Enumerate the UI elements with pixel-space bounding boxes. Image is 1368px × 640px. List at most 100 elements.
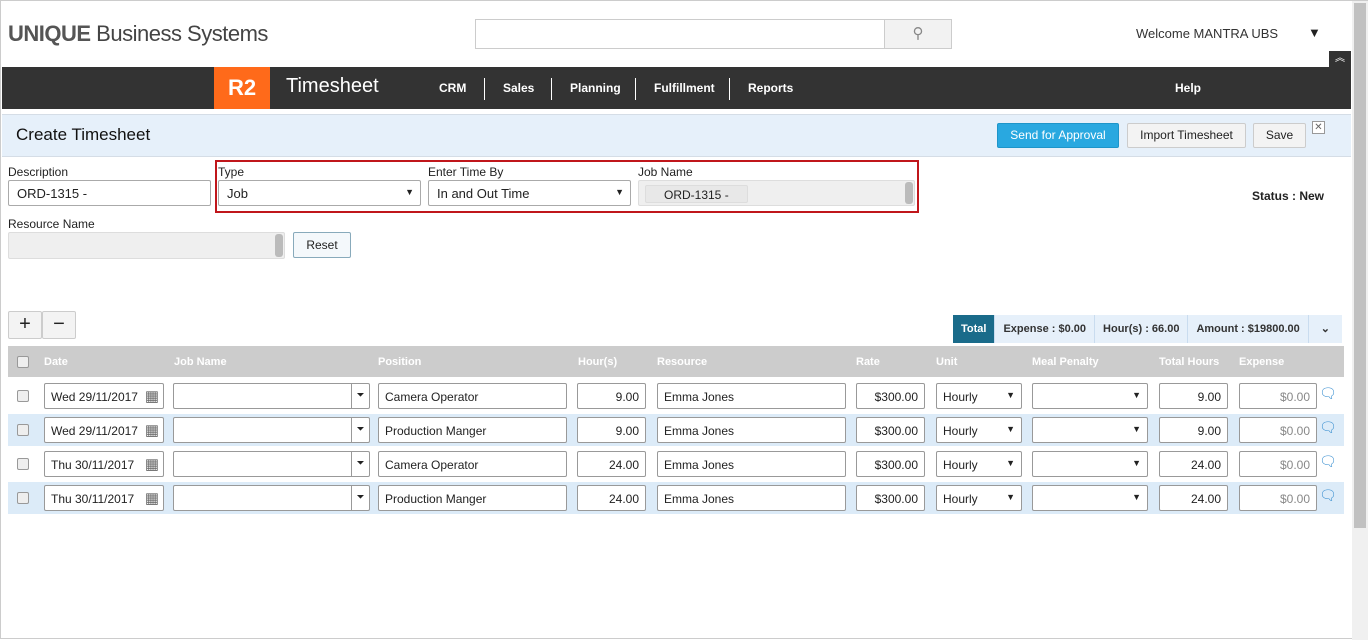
job-name-multiselect[interactable]: ORD-1315 -	[638, 180, 915, 206]
type-select[interactable]: Job	[218, 180, 421, 206]
comment-icon[interactable]: 🗨	[1319, 453, 1337, 469]
total-hours-input[interactable]: 9.00	[1159, 417, 1228, 443]
unit-select[interactable]: Hourly	[936, 485, 1022, 511]
search-icon[interactable]: ⚲	[884, 20, 951, 48]
send-for-approval-button[interactable]: Send for Approval	[997, 123, 1119, 148]
expense-input[interactable]: $0.00	[1239, 417, 1317, 443]
date-input-value: Wed 29/11/2017	[51, 390, 138, 404]
hours-input[interactable]: 24.00	[577, 485, 646, 511]
scrollbar[interactable]	[1352, 1, 1368, 640]
hours-input[interactable]: 9.00	[577, 417, 646, 443]
chevron-down-icon[interactable]: ⏷	[351, 486, 369, 510]
expense-input[interactable]: $0.00	[1239, 485, 1317, 511]
resource-name-label: Resource Name	[8, 217, 95, 231]
remove-row-button[interactable]: −	[42, 311, 76, 339]
row-checkbox[interactable]	[17, 424, 29, 436]
calendar-icon[interactable]: ▦	[144, 456, 159, 473]
unit-select[interactable]: Hourly	[936, 451, 1022, 477]
add-row-button[interactable]: +	[8, 311, 42, 339]
meal-penalty-select[interactable]	[1032, 417, 1148, 443]
position-input[interactable]: Production Manger	[378, 485, 567, 511]
user-menu-dropdown-icon[interactable]: ▼	[1308, 25, 1321, 40]
hours-input-value: 24.00	[608, 492, 639, 506]
meal-penalty-select[interactable]	[1032, 451, 1148, 477]
rate-input[interactable]: $300.00	[856, 485, 925, 511]
calendar-icon[interactable]: ▦	[144, 422, 159, 439]
position-input[interactable]: Camera Operator	[378, 383, 567, 409]
job-name-select[interactable]: ⏷	[173, 485, 370, 511]
calendar-icon[interactable]: ▦	[144, 490, 159, 507]
position-input-value: Production Manger	[385, 492, 487, 506]
import-timesheet-button[interactable]: Import Timesheet	[1127, 123, 1246, 148]
save-button[interactable]: Save	[1253, 123, 1306, 148]
search-input[interactable]: ⚲	[475, 19, 952, 49]
meal-penalty-select[interactable]	[1032, 485, 1148, 511]
resource-input[interactable]: Emma Jones	[657, 417, 846, 443]
comment-icon[interactable]: 🗨	[1319, 487, 1337, 503]
field-scrollbar[interactable]	[905, 182, 913, 204]
field-scrollbar[interactable]	[275, 234, 283, 257]
row-checkbox[interactable]	[17, 492, 29, 504]
calendar-icon[interactable]: ▦	[144, 388, 159, 405]
enter-time-by-select[interactable]: In and Out Time	[428, 180, 631, 206]
expand-totals-icon[interactable]: ⌄	[1320, 323, 1330, 335]
resource-name-input[interactable]	[8, 232, 285, 259]
nav-fulfillment[interactable]: Fulfillment	[654, 81, 715, 95]
total-hours-input[interactable]: 24.00	[1159, 485, 1228, 511]
row-checkbox[interactable]	[17, 390, 29, 402]
job-name-tag[interactable]: ORD-1315 -	[645, 185, 748, 203]
job-name-select[interactable]: ⏷	[173, 383, 370, 409]
column-header: Expense	[1239, 356, 1285, 368]
resource-input[interactable]: Emma Jones	[657, 485, 846, 511]
description-input[interactable]: ORD-1315 -	[8, 180, 211, 206]
resource-input-value: Emma Jones	[664, 424, 735, 438]
unit-select[interactable]: Hourly	[936, 383, 1022, 409]
date-input[interactable]: Thu 30/11/2017 ▦	[44, 451, 164, 477]
select-all-checkbox[interactable]	[17, 356, 29, 368]
chevron-down-icon[interactable]: ⏷	[351, 418, 369, 442]
rate-input[interactable]: $300.00	[856, 417, 925, 443]
rate-input[interactable]: $300.00	[856, 451, 925, 477]
rate-input[interactable]: $300.00	[856, 383, 925, 409]
total-hours-input[interactable]: 9.00	[1159, 383, 1228, 409]
close-icon[interactable]: ✕	[1312, 121, 1325, 134]
job-name-select[interactable]: ⏷	[173, 451, 370, 477]
hours-input[interactable]: 24.00	[577, 451, 646, 477]
date-input[interactable]: Thu 30/11/2017 ▦	[44, 485, 164, 511]
position-input[interactable]: Camera Operator	[378, 451, 567, 477]
scrollbar-thumb[interactable]	[1354, 3, 1366, 528]
nav-divider	[484, 78, 485, 100]
hours-input[interactable]: 9.00	[577, 383, 646, 409]
expense-input-value: $0.00	[1279, 390, 1310, 404]
job-name-select[interactable]: ⏷	[173, 417, 370, 443]
reset-button[interactable]: Reset	[293, 232, 351, 258]
comment-icon[interactable]: 🗨	[1319, 419, 1337, 435]
nav-reports[interactable]: Reports	[748, 81, 794, 95]
comment-icon[interactable]: 🗨	[1319, 385, 1337, 401]
chevron-down-icon[interactable]: ⏷	[351, 384, 369, 408]
resource-input[interactable]: Emma Jones	[657, 451, 846, 477]
nav-crm[interactable]: CRM	[439, 81, 467, 95]
nav-planning[interactable]: Planning	[570, 81, 621, 95]
total-hours-input[interactable]: 24.00	[1159, 451, 1228, 477]
meal-penalty-select[interactable]	[1032, 383, 1148, 409]
expense-input[interactable]: $0.00	[1239, 383, 1317, 409]
unit-select-value: Hourly	[943, 424, 978, 438]
collapse-header-icon[interactable]: ︽	[1329, 51, 1351, 67]
date-input[interactable]: Wed 29/11/2017 ▦	[44, 417, 164, 443]
chevron-down-icon[interactable]: ⏷	[351, 452, 369, 476]
total-hours-input-value: 9.00	[1197, 390, 1221, 404]
column-header: Position	[378, 356, 422, 368]
position-input[interactable]: Production Manger	[378, 417, 567, 443]
unit-select[interactable]: Hourly	[936, 417, 1022, 443]
expense-input[interactable]: $0.00	[1239, 451, 1317, 477]
hours-input-value: 24.00	[608, 458, 639, 472]
nav-sales[interactable]: Sales	[503, 81, 535, 95]
row-checkbox[interactable]	[17, 458, 29, 470]
enter-time-by-label: Enter Time By	[428, 165, 504, 179]
nav-help[interactable]: Help	[1175, 81, 1202, 95]
total-amount: Amount : $19800.00	[1188, 315, 1309, 343]
hours-input-value: 9.00	[615, 424, 639, 438]
resource-input[interactable]: Emma Jones	[657, 383, 846, 409]
date-input[interactable]: Wed 29/11/2017 ▦	[44, 383, 164, 409]
